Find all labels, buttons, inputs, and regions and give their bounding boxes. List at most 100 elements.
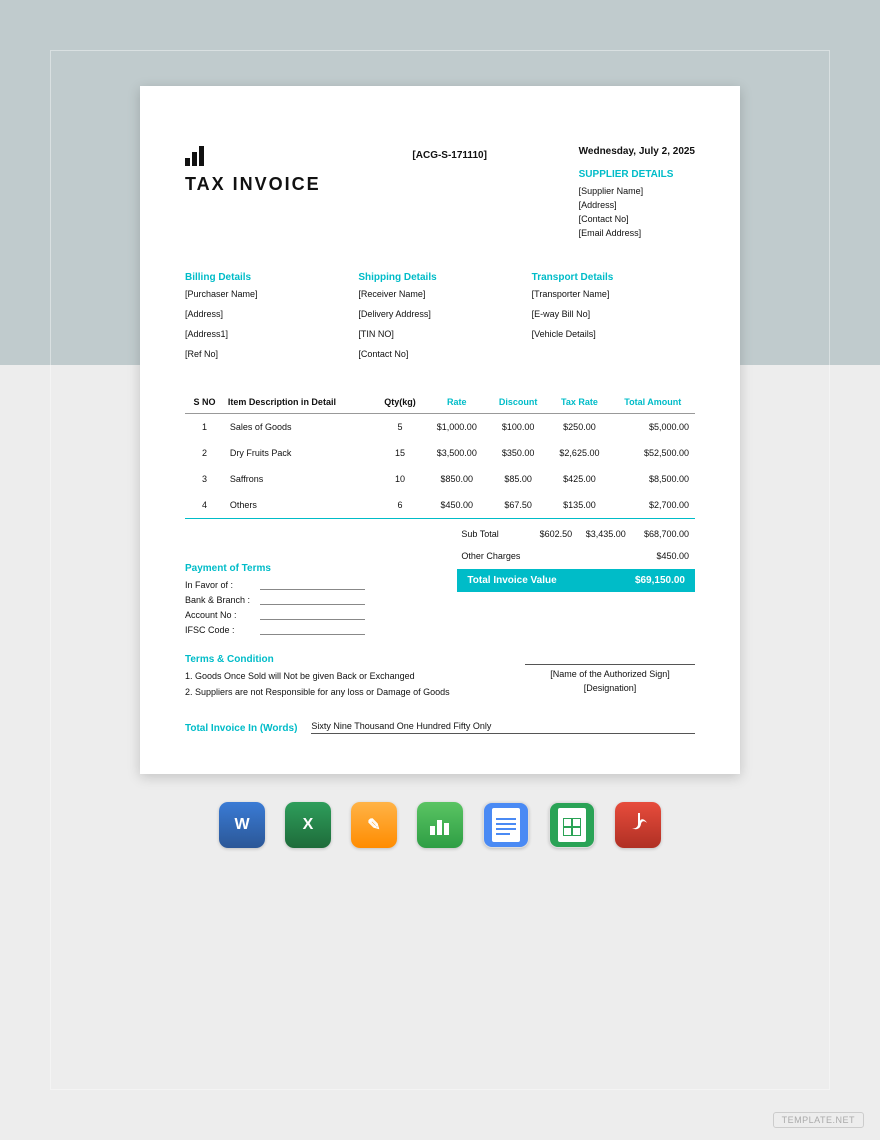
transport-heading: Transport Details: [532, 272, 695, 283]
column-header: Rate: [426, 391, 488, 414]
table-cell: $850.00: [426, 466, 488, 492]
words-value: Sixty Nine Thousand One Hundred Fifty On…: [311, 721, 695, 734]
table-cell: $5,000.00: [611, 414, 695, 441]
watermark: TEMPLATE.NET: [773, 1112, 864, 1128]
invoice-words-row: Total Invoice In (Words) Sixty Nine Thou…: [185, 721, 695, 734]
table-cell: 4: [185, 492, 224, 519]
supplier-line: [Supplier Name]: [579, 186, 695, 196]
table-cell: 6: [374, 492, 425, 519]
supplier-line: [Contact No]: [579, 214, 695, 224]
google-sheets-icon[interactable]: [549, 802, 595, 848]
total-invoice-bar: Total Invoice Value $69,150.00: [365, 569, 695, 592]
column-header: Item Description in Detail: [224, 391, 375, 414]
table-cell: $3,500.00: [426, 440, 488, 466]
table-cell: 1: [185, 414, 224, 441]
payment-heading: Payment of Terms: [185, 563, 365, 574]
payment-line: In Favor of :: [185, 580, 365, 590]
supplier-line: [Address]: [579, 200, 695, 210]
terms-heading: Terms & Condition: [185, 654, 525, 665]
details-row: Billing Details [Purchaser Name] [Addres…: [185, 272, 695, 363]
column-header: Discount: [488, 391, 548, 414]
table-cell: Sales of Goods: [224, 414, 375, 441]
table-cell: Saffrons: [224, 466, 375, 492]
billing-details: Billing Details [Purchaser Name] [Addres…: [185, 272, 348, 363]
table-cell: $52,500.00: [611, 440, 695, 466]
total-value: $69,150.00: [605, 569, 695, 592]
table-cell: $1,000.00: [426, 414, 488, 441]
invoice-date: Wednesday, July 2, 2025: [579, 146, 695, 157]
supplier-line: [Email Address]: [579, 228, 695, 238]
transport-details: Transport Details [Transporter Name] [E-…: [532, 272, 695, 363]
subtotal-tax: $3,435.00: [579, 523, 633, 545]
table-cell: $67.50: [488, 492, 548, 519]
totals-column: Sub Total $602.50 $3,435.00 $68,700.00 O…: [365, 523, 695, 640]
table-row: 1Sales of Goods5$1,000.00$100.00$250.00$…: [185, 414, 695, 441]
table-cell: 5: [374, 414, 425, 441]
billing-heading: Billing Details: [185, 272, 348, 283]
table-cell: $2,625.00: [548, 440, 610, 466]
terms-left: Terms & Condition 1. Goods Once Sold wil…: [185, 654, 525, 703]
payment-terms: Payment of Terms In Favor of : Bank & Br…: [185, 523, 365, 640]
payment-line: Account No :: [185, 610, 365, 620]
table-cell: $2,700.00: [611, 492, 695, 519]
invoice-page: TAX INVOICE [ACG-S-171110] Wednesday, Ju…: [140, 86, 740, 774]
lower-section: Payment of Terms In Favor of : Bank & Br…: [185, 523, 695, 640]
preview-frame: TAX INVOICE [ACG-S-171110] Wednesday, Ju…: [50, 50, 830, 1090]
table-row: 4Others6$450.00$67.50$135.00$2,700.00: [185, 492, 695, 519]
shipping-line: [Receiver Name]: [358, 289, 521, 299]
words-label: Total Invoice In (Words): [185, 723, 297, 734]
signature-line: [525, 664, 695, 665]
total-label: Total Invoice Value: [457, 569, 605, 592]
shipping-line: [Delivery Address]: [358, 309, 521, 319]
header-right: Wednesday, July 2, 2025 SUPPLIER DETAILS…: [579, 146, 695, 242]
billing-line: [Address]: [185, 309, 348, 319]
table-cell: $450.00: [426, 492, 488, 519]
supplier-heading: SUPPLIER DETAILS: [579, 169, 695, 180]
table-cell: 2: [185, 440, 224, 466]
pages-icon[interactable]: ✎: [351, 802, 397, 848]
excel-icon[interactable]: X: [285, 802, 331, 848]
table-row: 2Dry Fruits Pack15$3,500.00$350.00$2,625…: [185, 440, 695, 466]
numbers-icon[interactable]: [417, 802, 463, 848]
terms-section: Terms & Condition 1. Goods Once Sold wil…: [185, 654, 695, 703]
app-icons-row: W X ✎: [91, 802, 789, 848]
billing-line: [Purchaser Name]: [185, 289, 348, 299]
table-cell: Others: [224, 492, 375, 519]
table-cell: 15: [374, 440, 425, 466]
shipping-details: Shipping Details [Receiver Name] [Delive…: [358, 272, 521, 363]
column-header: Tax Rate: [548, 391, 610, 414]
transport-line: [E-way Bill No]: [532, 309, 695, 319]
google-docs-icon[interactable]: [483, 802, 529, 848]
table-cell: 10: [374, 466, 425, 492]
subtotal-discount: $602.50: [533, 523, 579, 545]
bars-logo-icon: [185, 146, 321, 166]
supplier-details: SUPPLIER DETAILS [Supplier Name] [Addres…: [579, 169, 695, 238]
transport-line: [Transporter Name]: [532, 289, 695, 299]
invoice-title: TAX INVOICE: [185, 174, 321, 195]
terms-line: 2. Suppliers are not Responsible for any…: [185, 687, 525, 697]
subtotal-label: Sub Total: [457, 523, 533, 545]
terms-line: 1. Goods Once Sold will Not be given Bac…: [185, 671, 525, 681]
table-cell: $135.00: [548, 492, 610, 519]
column-header: Total Amount: [611, 391, 695, 414]
other-charges-row: Other Charges $450.00: [365, 545, 695, 567]
word-icon[interactable]: W: [219, 802, 265, 848]
table-cell: $250.00: [548, 414, 610, 441]
items-table: S NOItem Description in DetailQty(kg)Rat…: [185, 391, 695, 519]
header-left: TAX INVOICE: [185, 146, 321, 195]
table-row: 3Saffrons10$850.00$85.00$425.00$8,500.00: [185, 466, 695, 492]
shipping-line: [TIN NO]: [358, 329, 521, 339]
shipping-heading: Shipping Details: [358, 272, 521, 283]
column-header: Qty(kg): [374, 391, 425, 414]
pdf-icon[interactable]: [615, 802, 661, 848]
signatory-designation: [Designation]: [525, 683, 695, 693]
payment-line: Bank & Branch :: [185, 595, 365, 605]
billing-line: [Ref No]: [185, 349, 348, 359]
other-charges-total: $450.00: [633, 545, 695, 567]
header-row: TAX INVOICE [ACG-S-171110] Wednesday, Ju…: [185, 146, 695, 242]
other-charges-label: Other Charges: [457, 545, 533, 567]
billing-line: [Address1]: [185, 329, 348, 339]
table-cell: $350.00: [488, 440, 548, 466]
column-header: S NO: [185, 391, 224, 414]
shipping-line: [Contact No]: [358, 349, 521, 359]
